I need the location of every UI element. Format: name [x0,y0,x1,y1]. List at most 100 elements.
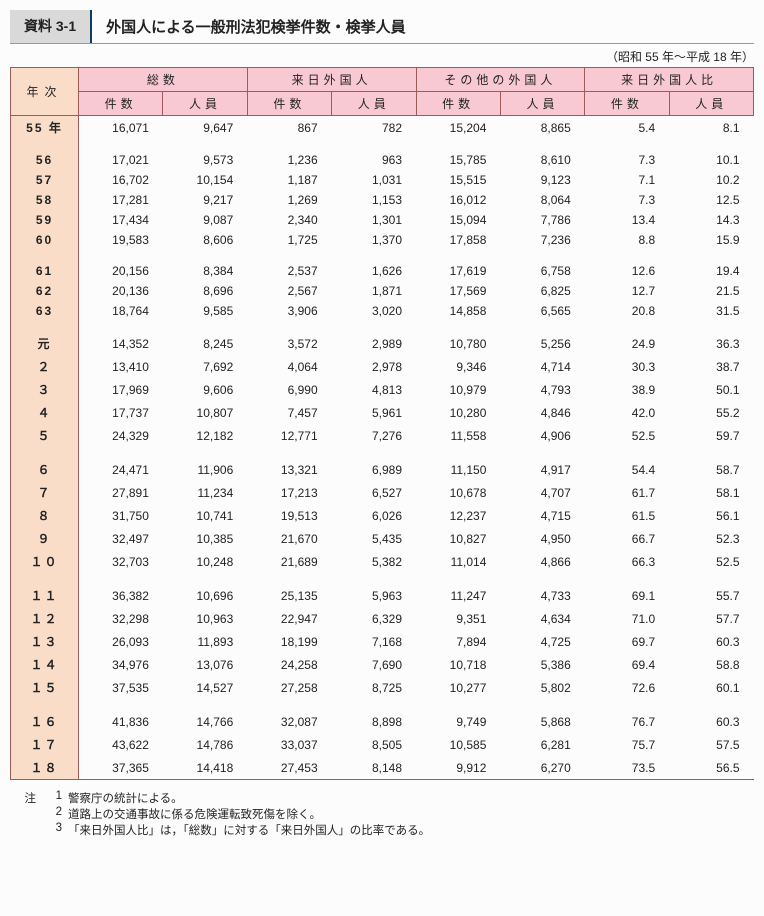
data-cell: 69.4 [585,653,669,676]
data-cell: 6,527 [332,481,416,504]
data-cell: 8,245 [163,321,247,355]
period-label: （昭和 55 年～平成 18 年） [10,48,754,65]
data-cell: 17,858 [416,230,500,250]
data-cell: 4,725 [500,630,584,653]
year-cell: 59 [11,210,79,230]
data-cell: 14,786 [163,733,247,756]
data-cell: 12.6 [585,250,669,281]
data-cell: 58.7 [669,447,753,481]
table-row: ６24,47111,90613,3216,98911,1504,91754.45… [11,447,754,481]
doc-title: 外国人による一般刑法犯検挙件数・検挙人員 [92,10,420,43]
data-cell: 1,236 [247,139,331,170]
data-cell: 10,385 [163,527,247,550]
year-cell: １７ [11,733,79,756]
data-cell: 1,725 [247,230,331,250]
data-cell: 5,386 [500,653,584,676]
data-cell: 11,247 [416,573,500,607]
year-cell: ８ [11,504,79,527]
data-cell: 1,269 [247,190,331,210]
table-row: 5817,2819,2171,2691,15316,0128,0647.312.… [11,190,754,210]
data-cell: 6,270 [500,756,584,780]
table-row: １７43,62214,78633,0378,50510,5856,28175.7… [11,733,754,756]
data-cell: 58.1 [669,481,753,504]
data-cell: 13.4 [585,210,669,230]
note-row: 注1警察庁の統計による。 [10,790,754,806]
data-cell: 56.1 [669,504,753,527]
data-cell: 55.2 [669,401,753,424]
data-cell: 8.1 [669,116,753,140]
data-cell: 12.7 [585,281,669,301]
data-cell: 5,802 [500,676,584,699]
year-cell: 62 [11,281,79,301]
data-cell: 20,156 [79,250,163,281]
table-row: 6318,7649,5853,9063,02014,8586,56520.831… [11,301,754,321]
data-cell: 19,583 [79,230,163,250]
data-cell: 2,340 [247,210,331,230]
col-sub-count: 件数 [416,92,500,116]
data-cell: 41,836 [79,699,163,733]
data-cell: 37,365 [79,756,163,780]
data-cell: 12,237 [416,504,500,527]
data-cell: 963 [332,139,416,170]
data-cell: 4,064 [247,355,331,378]
data-cell: 76.7 [585,699,669,733]
year-cell: １２ [11,607,79,630]
data-cell: 17,281 [79,190,163,210]
year-cell: 56 [11,139,79,170]
year-cell: 58 [11,190,79,210]
data-cell: 5,256 [500,321,584,355]
data-cell: 36.3 [669,321,753,355]
data-cell: 7.3 [585,190,669,210]
data-cell: 17,021 [79,139,163,170]
data-cell: 5,382 [332,550,416,573]
data-cell: 24,329 [79,424,163,447]
data-cell: 7,236 [500,230,584,250]
data-cell: 69.1 [585,573,669,607]
data-cell: 26,093 [79,630,163,653]
table-row: 元14,3528,2453,5722,98910,7805,25624.936.… [11,321,754,355]
col-group-0: 総数 [79,68,248,92]
data-cell: 75.7 [585,733,669,756]
data-cell: 17,737 [79,401,163,424]
data-cell: 10,827 [416,527,500,550]
col-sub-person: 人員 [332,92,416,116]
data-cell: 9,346 [416,355,500,378]
data-cell: 10,280 [416,401,500,424]
data-cell: 12.5 [669,190,753,210]
col-sub-person: 人員 [669,92,753,116]
data-cell: 4,906 [500,424,584,447]
data-cell: 60.3 [669,630,753,653]
data-cell: 10,678 [416,481,500,504]
table-row: 55 年16,0719,64786778215,2048,8655.48.1 [11,116,754,140]
col-sub-person: 人員 [500,92,584,116]
data-cell: 21.5 [669,281,753,301]
data-cell: 9,087 [163,210,247,230]
table-row: １０32,70310,24821,6895,38211,0144,86666.3… [11,550,754,573]
data-cell: 10,154 [163,170,247,190]
year-cell: ９ [11,527,79,550]
data-cell: 9,749 [416,699,500,733]
data-cell: 7.1 [585,170,669,190]
data-cell: 33,037 [247,733,331,756]
table-row: ９32,49710,38521,6705,43510,8274,95066.75… [11,527,754,550]
data-cell: 59.7 [669,424,753,447]
data-cell: 12,771 [247,424,331,447]
table-row: １４34,97613,07624,2587,69010,7185,38669.4… [11,653,754,676]
data-cell: 14,766 [163,699,247,733]
data-cell: 4,634 [500,607,584,630]
note-row: 2道路上の交通事故に係る危険運転致死傷を除く。 [10,806,754,822]
data-cell: 15.9 [669,230,753,250]
data-cell: 31,750 [79,504,163,527]
data-cell: 69.7 [585,630,669,653]
data-cell: 32,298 [79,607,163,630]
data-cell: 21,670 [247,527,331,550]
data-cell: 9,585 [163,301,247,321]
data-cell: 11,906 [163,447,247,481]
data-cell: 7,692 [163,355,247,378]
table-row: １１36,38210,69625,1355,96311,2474,73369.1… [11,573,754,607]
data-cell: 867 [247,116,331,140]
data-table: 年次 総数 来日外国人 その他の外国人 来日外国人比 件数人員件数人員件数人員件… [10,67,754,780]
data-cell: 8,505 [332,733,416,756]
year-cell: １５ [11,676,79,699]
data-cell: 4,950 [500,527,584,550]
